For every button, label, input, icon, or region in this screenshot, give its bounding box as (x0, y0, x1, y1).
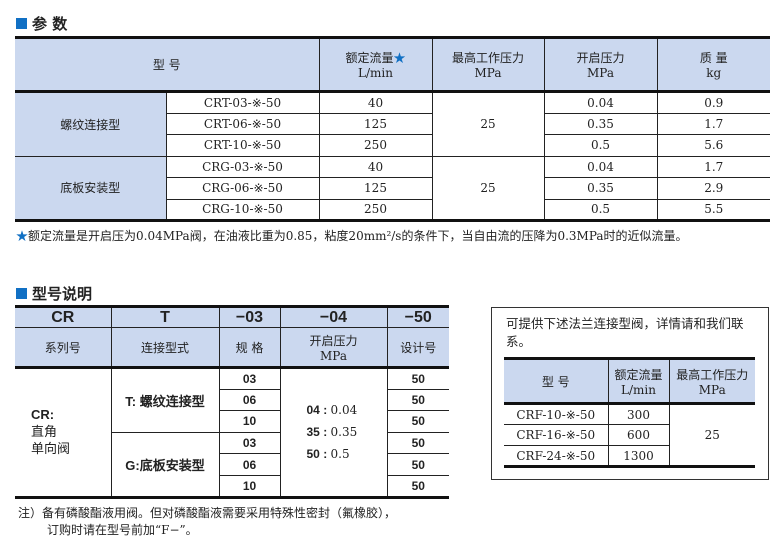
crack-cell: 0.04 (544, 155, 658, 178)
model-cell: CRG-10-※-50 (166, 198, 320, 221)
flange-model-cell: CRF-24-※-50 (504, 445, 609, 467)
connection-type: T: 螺纹连接型 (110, 367, 220, 433)
size-cell: 03 (218, 431, 281, 455)
params-footnote: ★额定流量是开启压为0.04MPa阀，在油液比重为0.85，粘度20mm²/s的… (16, 229, 688, 243)
header-flow: 额定流量★ L/min (319, 37, 433, 92)
table-row: CRF-10-※-50 300 25 (504, 403, 755, 467)
flow-cell: 250 (319, 198, 433, 221)
model-cell: CRT-10-※-50 (166, 134, 320, 157)
code-size: −03 (218, 306, 281, 328)
code-connection: T (110, 306, 220, 328)
table-row: 10 50 (15, 474, 449, 498)
flow-cell: 40 (319, 91, 433, 114)
crack-cell: 0.35 (544, 112, 658, 135)
table-row: G:底板安装型 03 50 (15, 431, 449, 498)
table-row: CR: 直角 单向阀 T: 螺纹连接型 03 04 : 0.04 35 : 0.35 50 :… (15, 367, 449, 498)
connection-type: G:底板安装型 (111, 431, 220, 498)
model-cell: CRT-03-※-50 (166, 91, 320, 114)
mass-cell: 2.9 (657, 177, 770, 200)
crack-cell: 0.5 (544, 198, 658, 221)
flow-cell: 40 (319, 155, 433, 178)
model-cell: CRG-06-※-50 (166, 177, 320, 200)
label-size: 规 格 (218, 327, 281, 368)
label-series: 系列号 (15, 327, 112, 368)
flange-model-cell: CRF-10-※-50 (504, 403, 609, 425)
model-cell: CRT-06-※-50 (166, 112, 320, 135)
design-cell: 50 (386, 474, 449, 498)
model-code-table: CR T −03 −04 −50 系列号 连接型式 规 格 开启压力 MPa 设计… (15, 305, 449, 499)
size-cell: 03 (218, 367, 281, 390)
mass-cell: 5.5 (657, 198, 770, 221)
table-row: 06 50 (15, 453, 449, 476)
flange-header-pressure: 最高工作压力 MPa (668, 358, 755, 404)
label-pressure: 开启压力 MPa (279, 327, 388, 368)
table-row: CRG-06-※-50 125 0.35 2.9 (15, 177, 770, 200)
flow-cell: 250 (319, 134, 433, 157)
star-icon: ★ (16, 229, 29, 243)
table-row: CRG-10-※-50 250 0.5 5.5 (15, 198, 770, 221)
flange-intro: 可提供下述法兰连接型阀，详情请和我们联系。 (506, 316, 744, 349)
star-icon: ★ (393, 51, 406, 65)
code-series: CR (15, 306, 112, 328)
model-cell: CRG-03-※-50 (166, 155, 320, 178)
mass-cell: 1.7 (657, 112, 770, 135)
size-cell: 06 (219, 388, 281, 412)
header-max-pressure: 最高工作压力 MPa (432, 37, 545, 92)
group-name: 底板安装型 (15, 155, 167, 221)
flange-flow-cell: 600 (607, 424, 669, 446)
max-pressure-cell: 25 (432, 155, 545, 221)
flange-info-box: 可提供下述法兰连接型阀，详情请和我们联系。 (491, 307, 769, 480)
flange-header-model: 型 号 (504, 358, 609, 404)
flange-model-cell: CRF-16-※-50 (504, 424, 609, 446)
design-cell: 50 (386, 453, 449, 476)
flange-flow-cell: 300 (607, 403, 670, 425)
design-cell: 50 (386, 410, 449, 433)
crack-cell: 0.04 (544, 91, 658, 114)
header-crack: 开启压力 MPa (544, 37, 658, 92)
mass-cell: 1.7 (657, 155, 770, 178)
mass-cell: 5.6 (657, 134, 770, 157)
flow-cell: 125 (319, 177, 433, 200)
section-title-model: 型号说明 (16, 283, 92, 304)
design-cell: 50 (386, 388, 449, 412)
table-row: 底板安装型 CRG-03-※-50 40 25 0.04 1.7 (15, 155, 770, 221)
design-cell: 50 (386, 367, 449, 390)
label-connection: 连接型式 (110, 327, 220, 368)
size-cell: 06 (219, 453, 281, 476)
series-desc: CR: 直角 单向阀 (15, 367, 112, 498)
max-pressure-cell: 25 (432, 91, 545, 157)
header-model: 型 号 (15, 37, 320, 92)
design-cell: 50 (386, 431, 449, 455)
crack-cell: 0.5 (544, 134, 658, 157)
size-cell: 10 (219, 410, 281, 433)
flow-cell: 125 (319, 112, 433, 135)
code-pressure: −04 (279, 306, 388, 328)
square-bullet-icon (16, 18, 27, 29)
code-design: −50 (386, 306, 449, 328)
size-cell: 10 (219, 474, 281, 498)
square-bullet-icon (16, 288, 27, 299)
mass-cell: 0.9 (657, 91, 770, 114)
table-row: 10 50 (15, 410, 449, 433)
group-name: 螺纹连接型 (15, 91, 167, 157)
section-title-params: 参 数 (16, 13, 67, 34)
table-row: CRF-24-※-50 1300 (504, 445, 755, 467)
table-row: 螺纹连接型 CRT-03-※-50 40 25 0.04 0.9 (15, 91, 770, 157)
flange-flow-cell: 1300 (607, 445, 669, 467)
header-mass: 质 量 kg (657, 37, 770, 92)
model-note-line1: 注）备有磷酸酯液用阀。但对磷酸酯液需要采用特殊性密封（氟橡胶）， (18, 506, 397, 520)
flange-table: 型 号 额定流量 L/min 最高工作压力 MPa CRF-10-※-50 300 25… (504, 357, 755, 468)
label-design: 设计号 (386, 327, 449, 368)
pressure-codes: 04 : 0.04 35 : 0.35 50 : 0.5 (279, 367, 388, 498)
params-table: 型 号 额定流量★ L/min 最高工作压力 MPa 开启压力 MPa 质 量 kg 螺… (15, 36, 770, 222)
table-row: 06 50 (15, 388, 449, 412)
crack-cell: 0.35 (544, 177, 658, 200)
flange-header-flow: 额定流量 L/min (607, 358, 670, 404)
model-note-line2: 订购时请在型号前加“F−”。 (47, 523, 198, 537)
flange-pressure-cell: 25 (668, 403, 755, 467)
